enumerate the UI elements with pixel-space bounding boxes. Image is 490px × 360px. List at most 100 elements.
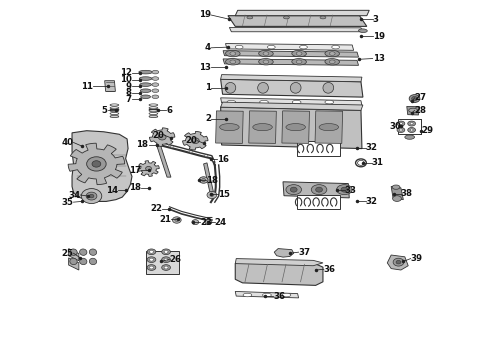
Text: 18: 18	[129, 183, 141, 192]
Ellipse shape	[359, 29, 368, 32]
Ellipse shape	[253, 123, 272, 131]
Ellipse shape	[408, 127, 416, 132]
Polygon shape	[220, 98, 362, 106]
Ellipse shape	[152, 89, 159, 93]
Ellipse shape	[199, 177, 208, 183]
Bar	[315, 111, 343, 143]
Bar	[146, 251, 179, 274]
Text: 23: 23	[200, 218, 212, 227]
Text: 35: 35	[62, 198, 74, 207]
Text: 10: 10	[120, 76, 132, 85]
Ellipse shape	[171, 146, 173, 148]
Ellipse shape	[396, 260, 401, 264]
Bar	[296, 141, 340, 156]
Ellipse shape	[86, 192, 97, 200]
Polygon shape	[228, 16, 367, 26]
Text: 21: 21	[159, 215, 171, 224]
Text: 38: 38	[401, 189, 413, 198]
Ellipse shape	[152, 77, 159, 80]
Ellipse shape	[164, 258, 168, 261]
Ellipse shape	[92, 161, 101, 167]
Polygon shape	[407, 107, 419, 115]
Ellipse shape	[332, 45, 340, 49]
Text: 30: 30	[389, 122, 401, 131]
Polygon shape	[225, 44, 354, 50]
Text: 16: 16	[217, 155, 229, 164]
Polygon shape	[220, 75, 362, 82]
Text: 34: 34	[68, 190, 80, 199]
Text: 15: 15	[218, 190, 230, 199]
Ellipse shape	[311, 185, 327, 195]
Ellipse shape	[230, 60, 236, 64]
Text: 13: 13	[199, 63, 211, 72]
Ellipse shape	[260, 100, 269, 104]
Text: 40: 40	[62, 138, 74, 147]
Ellipse shape	[286, 185, 301, 195]
Text: 18: 18	[206, 176, 218, 185]
Ellipse shape	[162, 257, 171, 262]
Text: 37: 37	[298, 248, 311, 257]
Polygon shape	[235, 10, 369, 16]
Ellipse shape	[210, 194, 214, 197]
Polygon shape	[220, 79, 363, 97]
Ellipse shape	[139, 77, 152, 80]
Ellipse shape	[290, 187, 297, 192]
Ellipse shape	[192, 138, 199, 144]
Polygon shape	[235, 292, 298, 298]
Ellipse shape	[263, 52, 269, 55]
Polygon shape	[220, 107, 362, 149]
Polygon shape	[105, 81, 116, 91]
Polygon shape	[72, 131, 132, 202]
Ellipse shape	[152, 70, 159, 74]
Ellipse shape	[263, 293, 271, 297]
Text: 25: 25	[62, 249, 74, 258]
Text: 1: 1	[205, 83, 211, 92]
Ellipse shape	[409, 95, 420, 103]
Bar	[216, 111, 243, 143]
Ellipse shape	[147, 265, 156, 270]
Bar	[249, 111, 276, 143]
Text: 24: 24	[215, 218, 227, 227]
Text: 2: 2	[205, 114, 211, 123]
Text: 20: 20	[153, 131, 165, 140]
Text: 17: 17	[128, 166, 141, 175]
Text: 36: 36	[324, 265, 336, 274]
Ellipse shape	[70, 258, 77, 265]
Text: 32: 32	[366, 197, 378, 206]
Ellipse shape	[286, 123, 305, 131]
Ellipse shape	[158, 134, 166, 140]
Ellipse shape	[225, 50, 240, 57]
Ellipse shape	[230, 52, 236, 55]
Text: 28: 28	[415, 106, 427, 115]
Ellipse shape	[325, 59, 340, 65]
Text: 32: 32	[366, 143, 378, 152]
Text: 22: 22	[150, 204, 162, 213]
Text: 18: 18	[137, 140, 148, 149]
Ellipse shape	[146, 166, 151, 171]
Ellipse shape	[292, 59, 306, 65]
Ellipse shape	[284, 16, 289, 19]
Polygon shape	[274, 249, 294, 257]
Ellipse shape	[399, 129, 402, 131]
Ellipse shape	[405, 135, 415, 139]
Ellipse shape	[70, 249, 77, 255]
Polygon shape	[68, 143, 124, 185]
Text: 29: 29	[421, 126, 433, 135]
Ellipse shape	[147, 249, 156, 255]
Ellipse shape	[225, 82, 236, 93]
Text: 39: 39	[411, 254, 423, 263]
Ellipse shape	[329, 52, 335, 55]
Ellipse shape	[81, 189, 102, 203]
Polygon shape	[235, 258, 323, 266]
Ellipse shape	[341, 187, 348, 192]
Bar	[282, 111, 310, 143]
Ellipse shape	[162, 249, 171, 255]
Ellipse shape	[79, 258, 87, 265]
Text: 12: 12	[120, 68, 132, 77]
Bar	[296, 195, 340, 209]
Ellipse shape	[299, 45, 307, 49]
Ellipse shape	[392, 185, 400, 189]
Ellipse shape	[225, 59, 240, 65]
Ellipse shape	[207, 192, 217, 199]
Text: 6: 6	[166, 106, 172, 115]
